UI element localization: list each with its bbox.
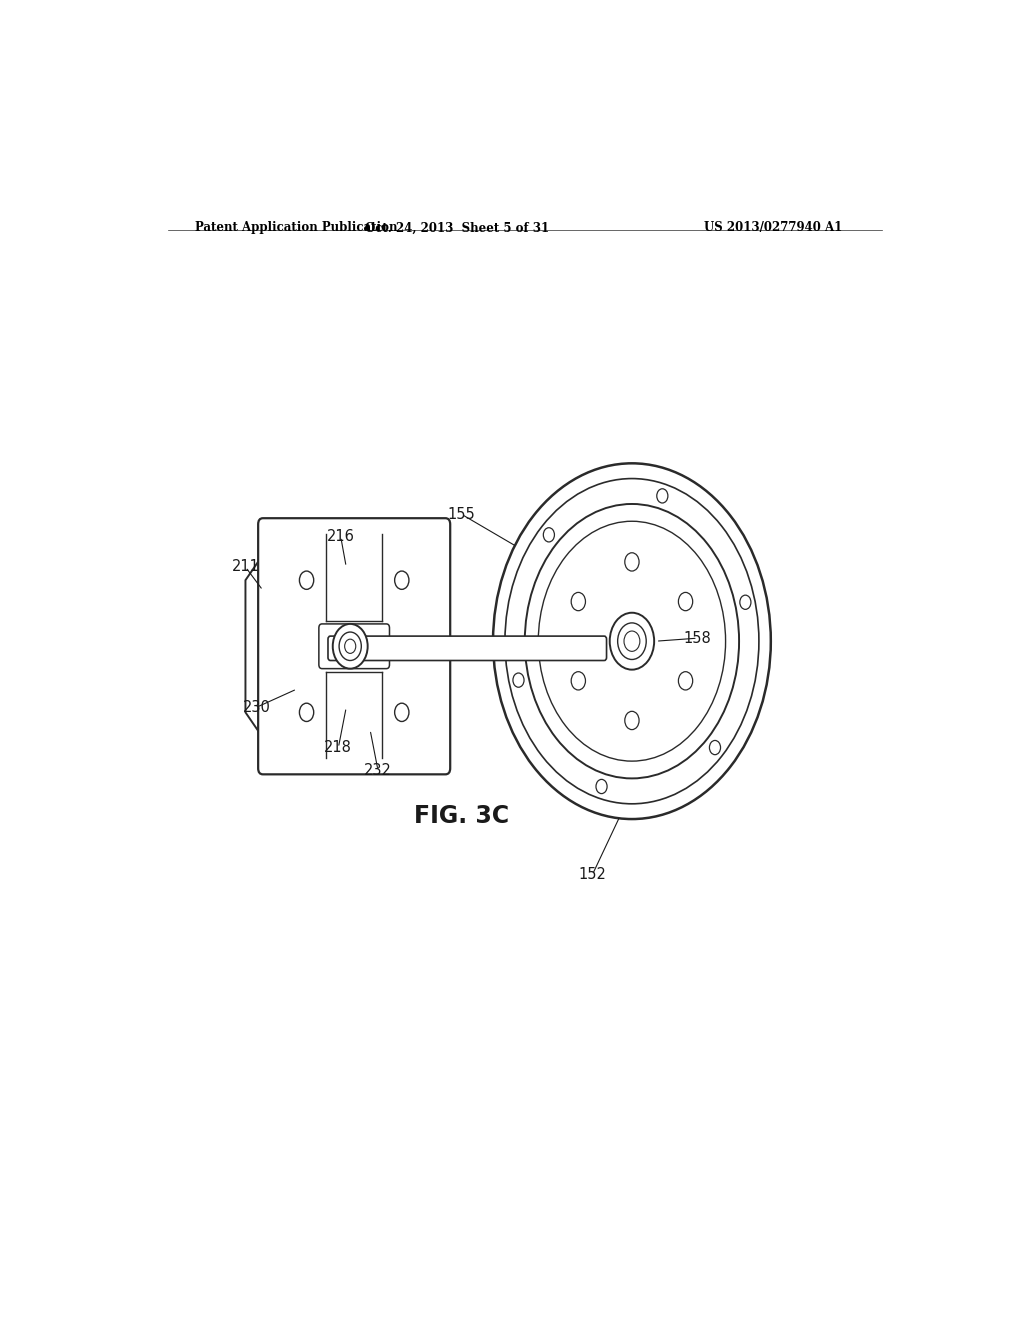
Ellipse shape [739, 595, 751, 610]
Ellipse shape [679, 672, 692, 690]
Ellipse shape [539, 521, 726, 762]
Text: 211: 211 [231, 560, 259, 574]
Ellipse shape [609, 612, 654, 669]
FancyBboxPatch shape [318, 624, 389, 669]
Text: 152: 152 [579, 867, 606, 883]
Ellipse shape [617, 623, 646, 660]
Ellipse shape [333, 624, 368, 669]
Ellipse shape [596, 779, 607, 793]
Ellipse shape [394, 572, 409, 589]
Ellipse shape [339, 632, 361, 660]
Polygon shape [246, 554, 263, 738]
Ellipse shape [571, 672, 586, 690]
Text: US 2013/0277940 A1: US 2013/0277940 A1 [703, 222, 842, 235]
Text: FIG. 3C: FIG. 3C [414, 804, 509, 828]
Ellipse shape [494, 463, 771, 818]
Text: 216: 216 [327, 529, 354, 544]
Ellipse shape [525, 504, 739, 779]
Ellipse shape [710, 741, 721, 755]
Ellipse shape [505, 479, 759, 804]
Text: Oct. 24, 2013  Sheet 5 of 31: Oct. 24, 2013 Sheet 5 of 31 [366, 222, 550, 235]
Ellipse shape [394, 704, 409, 722]
Ellipse shape [624, 631, 640, 651]
Ellipse shape [625, 711, 639, 730]
Ellipse shape [544, 528, 554, 543]
Ellipse shape [656, 488, 668, 503]
Text: 218: 218 [325, 741, 352, 755]
Ellipse shape [513, 673, 524, 688]
Ellipse shape [299, 704, 313, 722]
FancyBboxPatch shape [258, 519, 451, 775]
Text: Patent Application Publication: Patent Application Publication [196, 222, 398, 235]
Ellipse shape [299, 572, 313, 589]
Text: 232: 232 [365, 763, 392, 777]
Ellipse shape [345, 639, 355, 653]
Ellipse shape [571, 593, 586, 611]
Text: 158: 158 [684, 631, 712, 645]
Ellipse shape [679, 593, 692, 611]
Text: 155: 155 [447, 507, 475, 521]
Text: 230: 230 [243, 700, 270, 714]
FancyBboxPatch shape [328, 636, 606, 660]
Ellipse shape [625, 553, 639, 572]
